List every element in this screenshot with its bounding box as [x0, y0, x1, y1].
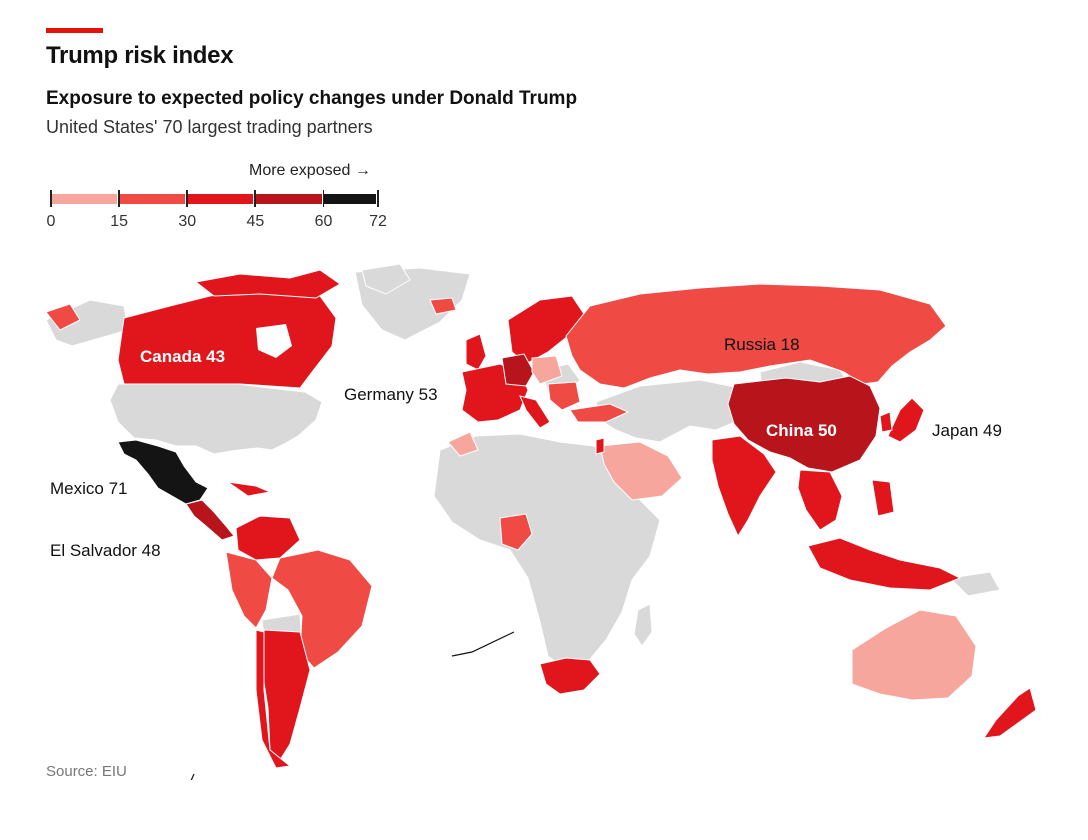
northern-south-america-shape [235, 515, 301, 561]
alaska-red-shape [45, 303, 81, 331]
label-japan: Japan 49 [932, 421, 1002, 440]
legend-tick-label: 45 [246, 213, 265, 230]
mexico-shape [117, 439, 209, 505]
legend-bin-2 [187, 194, 254, 204]
canada-shape [117, 287, 337, 389]
philippines-shape [871, 479, 895, 517]
africa-shape [433, 433, 661, 669]
chart-title: Trump risk index [46, 42, 234, 69]
world-map: Canada 43 Russia 18 Germany 53 China 50 … [45, 263, 1037, 780]
legend-tick-label: 15 [110, 213, 129, 230]
central-america-shape [185, 499, 235, 541]
label-russia: Russia 18 [724, 335, 800, 354]
legend-bin-0 [51, 194, 118, 204]
legend-tick [254, 190, 256, 207]
hudson-bay-shape [256, 324, 292, 358]
legend-tick [322, 190, 324, 207]
iceland-shape [429, 297, 457, 315]
legend-tick-label: 30 [178, 213, 197, 230]
papua-shape [948, 571, 1001, 597]
accent-bar [46, 28, 103, 33]
arctic-islands-shape [361, 263, 411, 295]
legend-tick-label: 0 [46, 213, 56, 230]
label-mexico: Mexico 71 [50, 479, 127, 498]
legend-bin-4 [323, 194, 376, 204]
north-africa-light-shape [447, 431, 479, 457]
legend-tick [50, 190, 52, 207]
new-zealand-shape [982, 687, 1037, 739]
uk-shape [465, 333, 487, 371]
turkey-shape [569, 403, 630, 423]
germany-leader-line [451, 631, 515, 657]
madagascar-shape [633, 603, 653, 647]
indonesia-shape [807, 537, 962, 591]
legend-tick [118, 190, 120, 207]
balkans-shape [547, 381, 581, 411]
germany-shape [501, 353, 535, 387]
chile-shape [255, 629, 292, 769]
legend-tick [186, 190, 188, 207]
label-canada: Canada 43 [140, 347, 225, 366]
italy-shape [519, 395, 551, 429]
source-note: Source: EIU [46, 763, 127, 780]
chart-description: United States' 70 largest trading partne… [46, 117, 373, 137]
legend-tick-label: 72 [369, 213, 387, 230]
legend-bin-3 [255, 194, 322, 204]
usa-shape [109, 383, 323, 455]
el-salvador-leader-line [190, 773, 195, 780]
color-legend: 0 15 30 45 60 72 [46, 190, 388, 230]
russia-shape [565, 283, 947, 389]
label-germany: Germany 53 [344, 385, 438, 404]
chart-subtitle: Exposure to expected policy changes unde… [46, 88, 578, 109]
label-el-salvador: El Salvador 48 [50, 541, 161, 560]
nigeria-shape [499, 513, 533, 551]
china-shape [727, 375, 881, 473]
legend-tick-label: 60 [314, 213, 333, 230]
brazil-shape [271, 549, 373, 669]
central-asia-shape [595, 379, 761, 443]
argentina-shape [261, 629, 311, 761]
southeast-asia-shape [797, 469, 843, 531]
poland-shape [531, 355, 563, 385]
india-shape [711, 435, 777, 538]
canada-islands-shape [194, 269, 341, 299]
caribbean-shape [227, 481, 272, 497]
israel-shape [595, 437, 605, 455]
label-china: China 50 [766, 421, 837, 440]
korea-shape [879, 411, 893, 433]
saudi-arabia-shape [599, 441, 683, 501]
legend-caption: More exposed → [249, 162, 371, 179]
australia-shape [851, 609, 977, 701]
south-africa-shape [539, 657, 601, 695]
legend-tick [377, 190, 379, 207]
andes-shape [225, 551, 273, 629]
legend-bin-1 [119, 194, 186, 204]
japan-shape [887, 397, 925, 443]
